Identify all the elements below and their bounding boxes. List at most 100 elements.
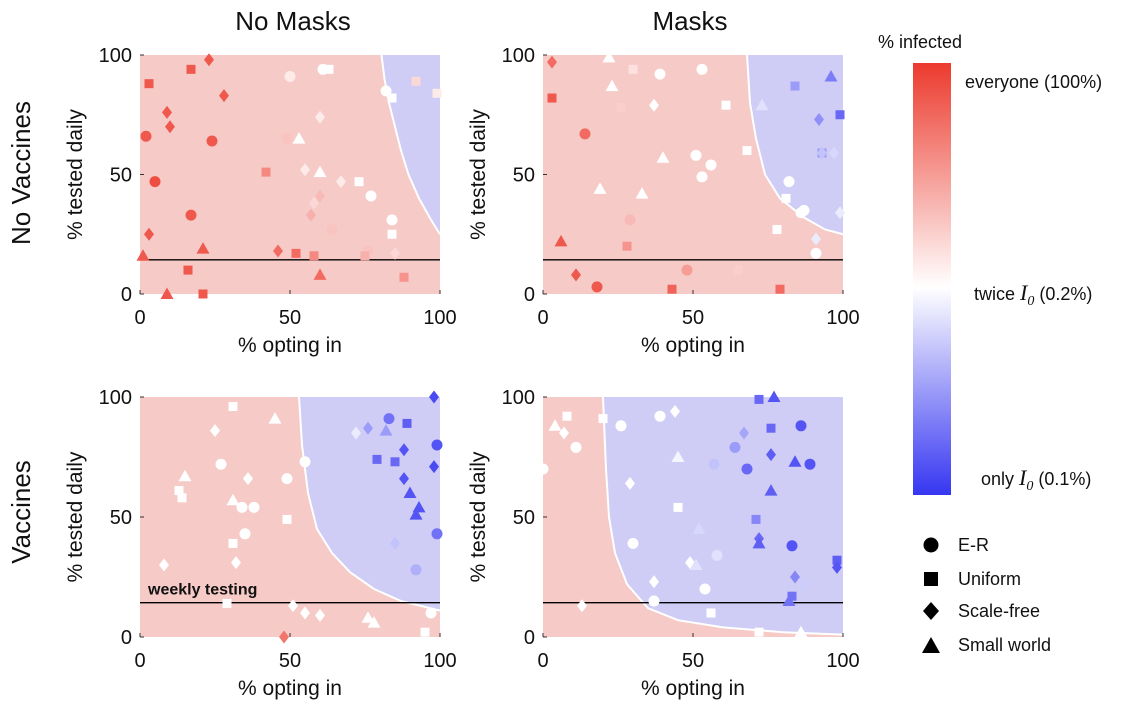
point-diamond (577, 599, 587, 613)
point-triangle (605, 79, 619, 92)
row-title-no-vaccines: No Vaccines (6, 101, 36, 245)
point-diamond (144, 227, 154, 241)
threshold-curve (602, 396, 844, 636)
point-circle (236, 501, 248, 513)
point-square (174, 486, 184, 496)
point-square (387, 93, 397, 103)
point-circle (591, 281, 603, 293)
point-triangle (689, 558, 703, 570)
row-title-vaccines: Vaccines (6, 460, 36, 564)
point-circle (654, 410, 666, 422)
point-diamond (429, 390, 439, 404)
point-triangle (268, 412, 282, 424)
point-square (228, 538, 238, 548)
point-triangle (767, 390, 781, 402)
y-axis-label: % tested daily (467, 451, 490, 582)
legend-label-er: E-R (958, 535, 989, 555)
point-circle (579, 128, 591, 140)
point-square (667, 284, 677, 294)
point-diamond (162, 105, 172, 119)
point-diamond (649, 98, 659, 112)
point-diamond (399, 443, 409, 457)
point-circle (699, 583, 711, 595)
legend-square-icon (924, 572, 938, 586)
point-circle (537, 463, 549, 475)
point-circle (215, 458, 227, 470)
legend-diamond-icon (923, 602, 939, 620)
point-triangle (788, 455, 802, 467)
x-tick-label: 100 (423, 650, 456, 672)
point-circle (741, 463, 753, 475)
point-triangle (403, 486, 417, 498)
point-square (222, 598, 232, 608)
x-tick-label: 0 (134, 650, 145, 672)
point-square (616, 103, 626, 113)
x-tick-label: 50 (279, 650, 301, 672)
point-circle (810, 247, 822, 259)
scatter-points (136, 53, 442, 299)
point-circle (386, 214, 398, 226)
point-diamond (817, 146, 827, 160)
point-triangle (313, 165, 327, 178)
point-triangle (764, 484, 778, 496)
y-tick-label: 100 (99, 45, 132, 67)
point-triangle (412, 500, 426, 513)
point-diamond (288, 599, 298, 613)
point-triangle (692, 522, 706, 534)
point-circle (711, 549, 723, 561)
point-circle (284, 71, 296, 83)
colorbar-gradient (913, 63, 951, 495)
point-diamond (210, 424, 220, 438)
point-circle (681, 264, 693, 276)
point-diamond (832, 560, 842, 574)
point-diamond (559, 426, 569, 440)
x-axis-label: % opting in (641, 677, 745, 700)
point-circle (786, 540, 798, 552)
x-tick-label: 50 (279, 307, 301, 329)
point-square (261, 167, 271, 177)
point-square (742, 146, 752, 156)
colorbar-label-bottom: only I0 (0.1%) (981, 465, 1091, 494)
threshold-curve (746, 54, 844, 236)
point-diamond (315, 110, 325, 124)
panel-2: 0 50 100 0 50 100 % opting in % tested daily (467, 45, 860, 357)
point-diamond (315, 608, 325, 622)
point-square (390, 457, 400, 467)
y-tick-label: 50 (110, 165, 132, 187)
point-square (282, 514, 292, 524)
point-circle (615, 420, 627, 432)
point-square (721, 100, 731, 110)
colorbar-label-top: everyone (100%) (965, 72, 1102, 92)
legend-triangle-icon (922, 637, 940, 653)
point-triangle (635, 187, 649, 199)
point-square (360, 251, 370, 261)
contained-region (747, 55, 843, 235)
point-diamond (279, 630, 289, 644)
point-diamond (165, 120, 175, 134)
point-square (673, 502, 683, 512)
y-tick-label: 100 (502, 45, 535, 67)
y-axis-label: % tested daily (64, 451, 87, 582)
y-tick-label: 0 (121, 284, 132, 306)
point-triangle (196, 242, 210, 254)
point-circle (795, 420, 807, 432)
point-square (787, 591, 797, 601)
point-triangle (292, 132, 306, 144)
point-square (402, 418, 412, 428)
point-diamond (399, 472, 409, 486)
point-circle (239, 528, 251, 540)
point-circle (299, 456, 311, 468)
point-circle (783, 176, 795, 188)
point-square (751, 514, 761, 524)
point-square (432, 88, 442, 98)
column-title-no-masks: No Masks (235, 6, 351, 36)
point-square (411, 76, 421, 86)
point-circle (654, 68, 666, 80)
point-triangle (656, 151, 670, 163)
point-circle (696, 63, 708, 75)
point-triangle (178, 469, 192, 482)
point-diamond (799, 577, 809, 591)
point-circle (149, 176, 161, 188)
point-circle (425, 607, 437, 619)
